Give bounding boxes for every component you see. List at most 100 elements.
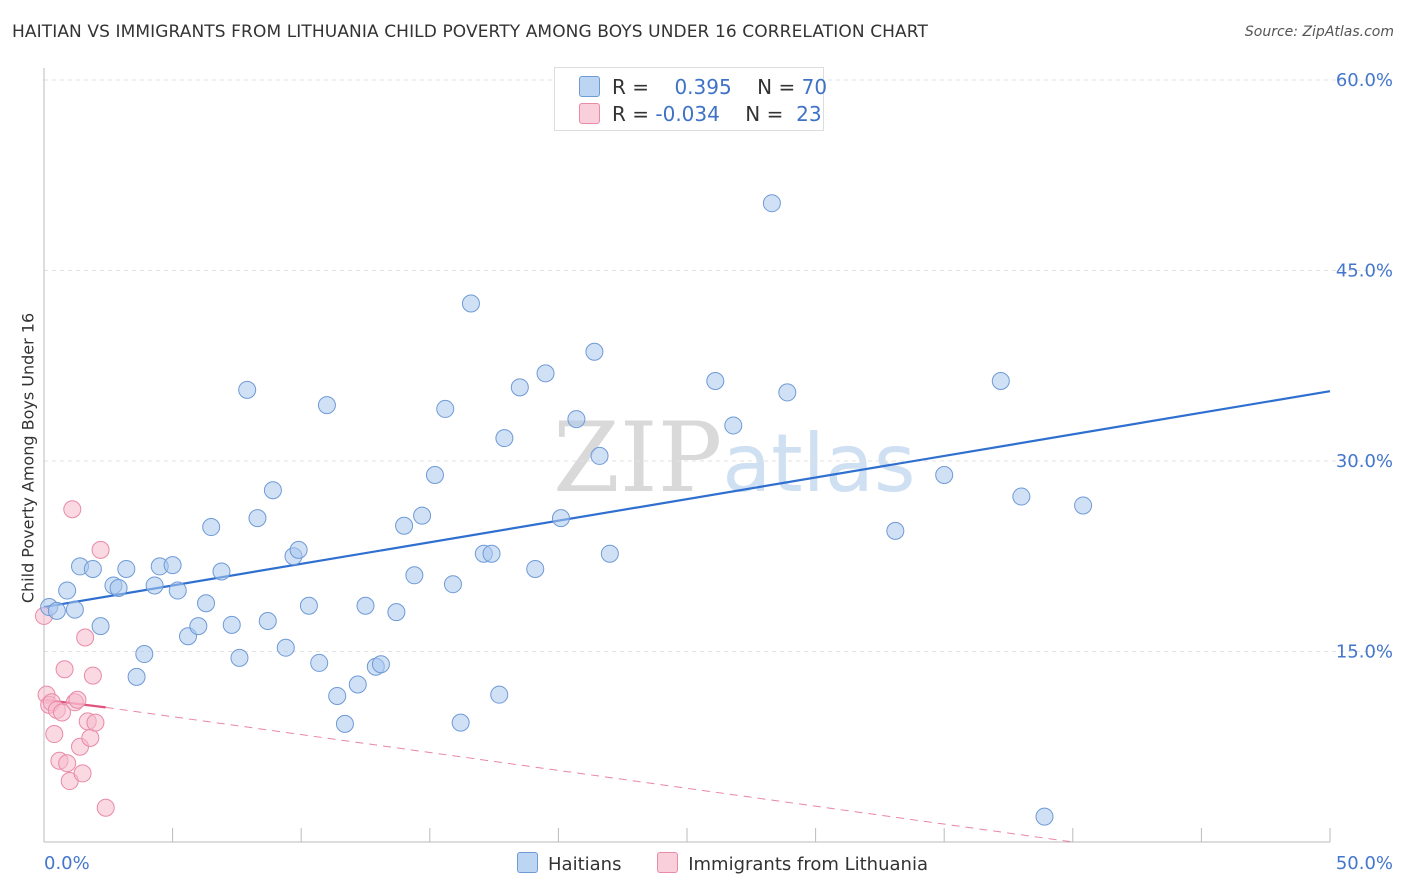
haitians-point [387, 603, 406, 622]
haitians-point [461, 294, 480, 313]
haitians-point [276, 638, 295, 657]
lithuania-point [83, 666, 102, 685]
haitians-point [762, 194, 781, 213]
haitians-point [289, 540, 308, 559]
haitians-legend-swatch [517, 852, 538, 873]
haitians-point [47, 601, 66, 620]
x-tick-label: 0.0% [44, 853, 90, 874]
legend-row-haitians: R = 0.395 N = 70 [579, 75, 827, 99]
haitians-point [436, 399, 455, 418]
haitians-point [935, 465, 954, 484]
haitians-point [127, 667, 146, 686]
source-label: Source: ZipAtlas.com [1244, 24, 1394, 40]
lithuania-point [76, 628, 95, 647]
haitians-point [109, 579, 128, 597]
haitians-point [238, 380, 257, 399]
haitians-point [590, 446, 609, 465]
haitians-point [202, 518, 221, 537]
haitians-point [536, 364, 555, 383]
haitians-trend-line [43, 390, 1331, 609]
haitians-point [1074, 496, 1093, 515]
haitians-point [585, 342, 604, 361]
haitians-point [91, 617, 110, 636]
lithuania-point [55, 660, 74, 679]
trend-lines [43, 390, 1331, 843]
lithuania-point [45, 725, 64, 744]
y-tick-label: 30.0% [1336, 451, 1393, 472]
chart-title: HAITIAN VS IMMIGRANTS FROM LITHUANIA CHI… [12, 22, 928, 42]
haitians-point [197, 594, 216, 613]
legend-item-lithuania[interactable]: Immigrants from Lithuania [657, 852, 928, 875]
lithuania-trend-extension [105, 706, 1073, 843]
y-tick-label: 60.0% [1336, 70, 1393, 91]
y-tick-label: 15.0% [1336, 642, 1393, 663]
haitians-point [405, 566, 424, 585]
haitians-point [495, 429, 514, 448]
legend-n-label: N = [757, 75, 796, 99]
haitians-point [310, 653, 329, 672]
haitians-point [168, 581, 187, 600]
haitians-point [413, 506, 432, 525]
lithuania-point [58, 754, 77, 773]
axes [43, 68, 1331, 843]
lithuania-swatch [579, 103, 600, 124]
haitians-point [510, 378, 529, 397]
x-tick-label: 50.0% [1336, 853, 1393, 874]
haitians-point [222, 615, 241, 634]
haitians-point [443, 575, 462, 594]
haitians-point [117, 559, 136, 578]
haitians-point [425, 465, 444, 484]
lithuania-point [68, 690, 87, 709]
haitians-point [145, 576, 164, 595]
haitians-point [482, 544, 501, 563]
legend-n-value-haitians: 70 [801, 75, 828, 99]
haitians-point [263, 481, 282, 500]
y-tick-label: 45.0% [1336, 261, 1393, 282]
haitians-point [551, 509, 570, 528]
haitians-point [1035, 807, 1054, 826]
haitians-point [886, 521, 905, 540]
lithuania-legend-swatch [657, 852, 679, 873]
haitians-point [706, 371, 725, 390]
legend-item-haitians[interactable]: Haitians [517, 852, 621, 875]
haitians-point [258, 612, 277, 631]
lithuania-point [86, 713, 105, 732]
lithuania-points [35, 500, 115, 817]
legend-r-value-lithuania: -0.034 [655, 102, 720, 126]
haitians-point [212, 562, 231, 581]
haitians-point [356, 596, 375, 615]
lithuania-point [91, 540, 110, 559]
haitians-point [163, 556, 182, 575]
haitians-point [371, 655, 390, 674]
haitians-point [490, 685, 509, 704]
legend-n-value-lithuania: 23 [796, 102, 822, 126]
haitians-point [65, 600, 84, 619]
haitians-point [348, 675, 367, 694]
lithuania-point [96, 798, 115, 817]
haitians-swatch [579, 76, 600, 97]
lithuania-point [63, 500, 82, 519]
haitians-point [724, 416, 743, 435]
legend-label-lithuania: Immigrants from Lithuania [688, 854, 928, 875]
correlation-legend: R = 0.395 N = 70 R = -0.034 N = 23 [554, 67, 827, 131]
haitians-point [1012, 487, 1031, 506]
haitians-point [317, 396, 336, 415]
haitians-point [83, 559, 102, 578]
haitians-point [135, 645, 154, 664]
haitians-point [526, 559, 545, 578]
haitians-point [395, 516, 414, 535]
lithuania-point [73, 764, 92, 783]
haitians-point [600, 544, 619, 563]
legend-n-label: N = [745, 102, 784, 126]
legend-row-lithuania: R = -0.034 N = 23 [579, 102, 822, 126]
haitians-point [567, 410, 586, 429]
haitians-point [248, 509, 267, 528]
legend-r-value-haitians: 0.395 [674, 75, 732, 99]
lithuania-point [81, 728, 100, 747]
haitians-points [40, 194, 1093, 826]
haitians-point [328, 686, 347, 705]
haitians-point [58, 581, 77, 600]
haitians-point [451, 713, 470, 732]
series-legend: Haitians Immigrants from Lithuania [517, 852, 958, 875]
